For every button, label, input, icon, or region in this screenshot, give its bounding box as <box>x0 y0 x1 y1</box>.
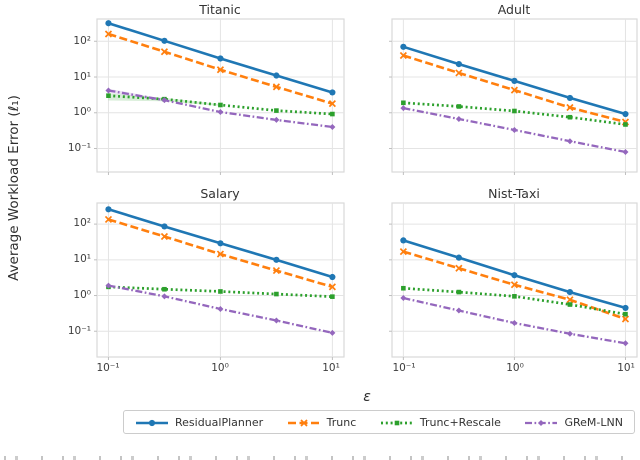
legend-sample-trunc-icon <box>287 413 321 432</box>
subplot-salary <box>94 202 345 360</box>
plot-title-adult: Adult <box>497 2 531 17</box>
legend-item-residualplanner: ResidualPlanner <box>135 413 263 432</box>
y-tick-label: 10⁻¹ <box>67 142 91 154</box>
subplot-nist-taxi <box>389 202 638 360</box>
cropped-caption-text <box>4 456 634 460</box>
legend-sample-grem-lnn-icon <box>524 413 558 432</box>
y-tick-label: 10⁰ <box>73 289 91 301</box>
legend-box: ResidualPlanner Trunc Trunc+Rescale GReM… <box>123 410 635 434</box>
subplot-adult <box>389 18 638 175</box>
y-tick-label: 10² <box>73 217 91 229</box>
x-tick-label: 10⁻¹ <box>96 362 120 374</box>
legend-sample-residualplanner-icon <box>135 413 169 432</box>
y-tick-label: 10⁰ <box>73 106 91 118</box>
y-tick-label: 10¹ <box>73 253 91 265</box>
legend-item-trunc-rescale: Trunc+Rescale <box>380 413 501 432</box>
plot-title-salary: Salary <box>200 186 240 201</box>
subplot-titanic <box>94 18 345 175</box>
x-tick-label: 10⁰ <box>506 362 524 374</box>
legend-label: GReM-LNN <box>564 415 623 429</box>
y-axis-label: Average Workload Error (ℓ₁) <box>6 95 22 281</box>
x-tick-label: 10⁻¹ <box>392 362 416 374</box>
plot-title-nist-taxi: Nist-Taxi <box>488 186 540 201</box>
legend-label: Trunc+Rescale <box>419 415 501 429</box>
legend-sample-trunc-rescale-icon <box>380 413 414 432</box>
x-tick-label: 10¹ <box>617 362 635 374</box>
y-tick-label: 10² <box>73 35 91 47</box>
legend-label: Trunc <box>326 415 357 429</box>
plot-title-titanic: Titanic <box>199 2 241 17</box>
y-tick-label: 10¹ <box>73 71 91 83</box>
x-tick-label: 10⁰ <box>211 362 229 374</box>
legend-item-trunc: Trunc <box>287 413 357 432</box>
x-axis-label: ε <box>363 389 371 405</box>
legend-item-grem-lnn: GReM-LNN <box>524 413 623 432</box>
x-tick-label: 10¹ <box>322 362 340 374</box>
legend-label: ResidualPlanner <box>175 415 264 429</box>
y-tick-label: 10⁻¹ <box>67 325 91 337</box>
